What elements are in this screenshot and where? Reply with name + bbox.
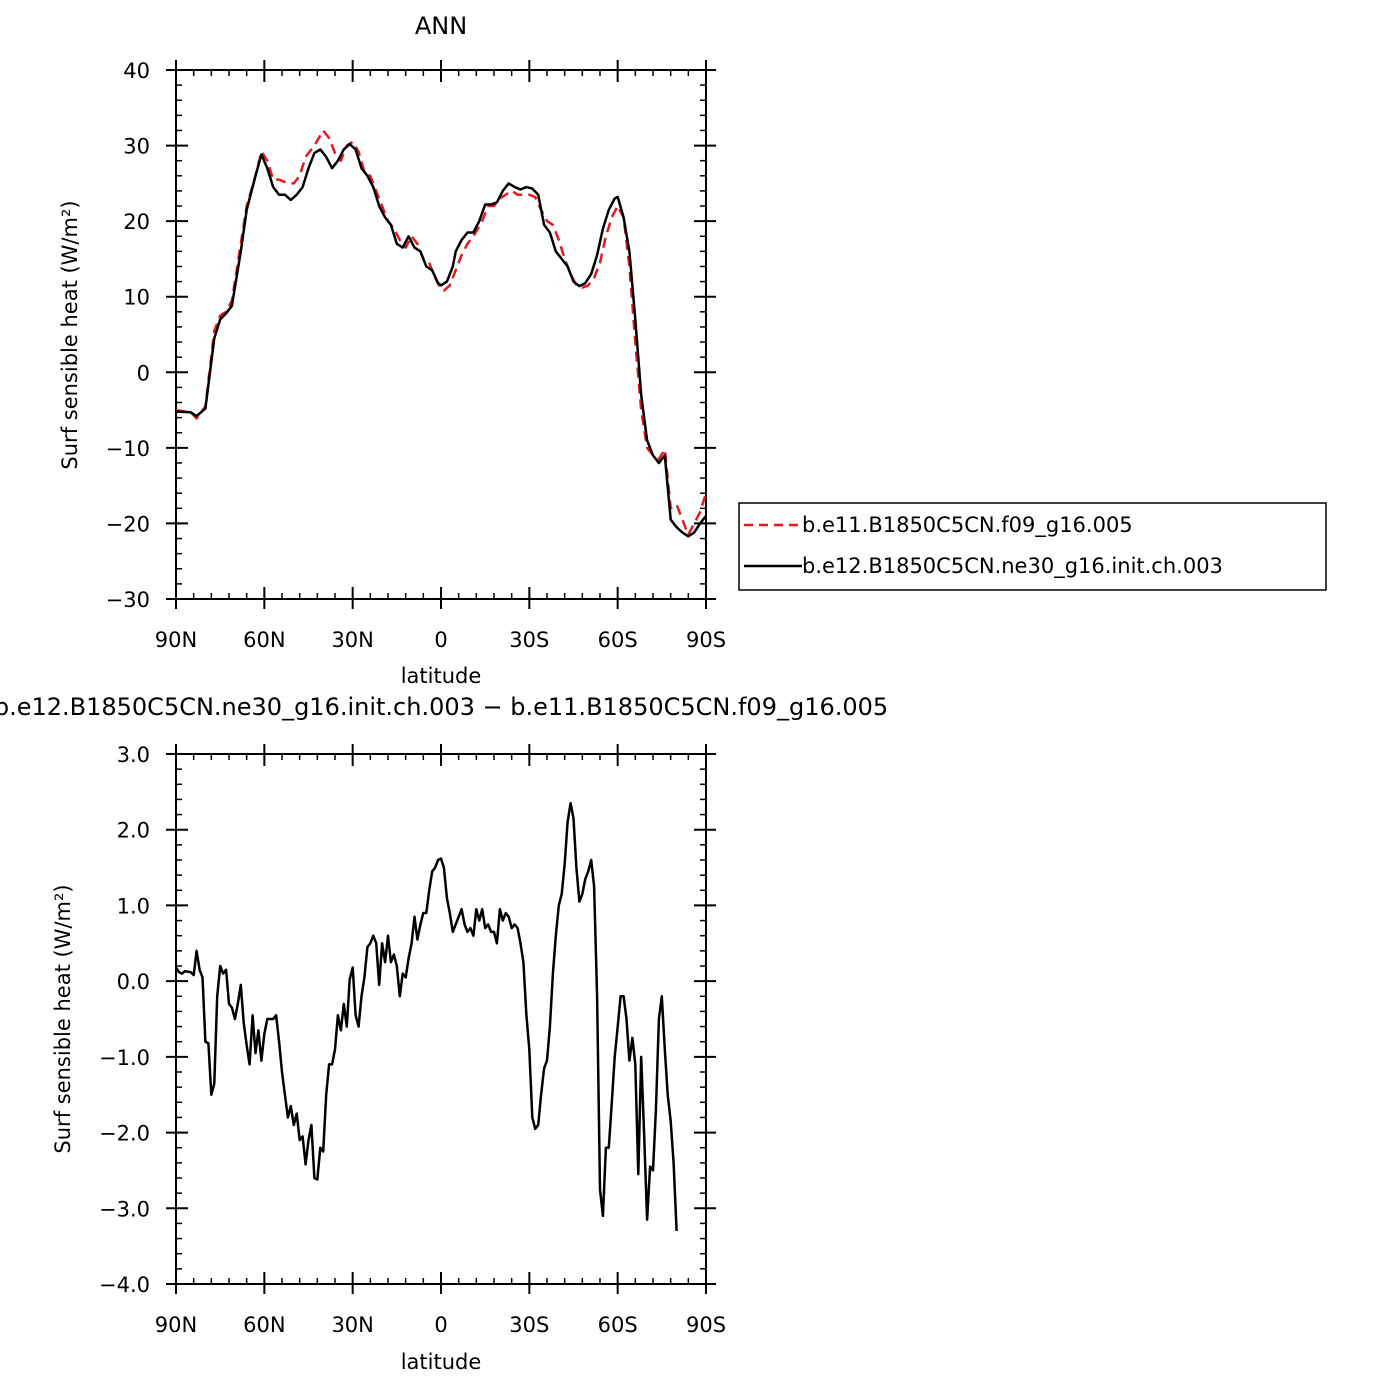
x-tick-label: 0 [434, 628, 447, 652]
y-tick-label: 0.0 [117, 970, 150, 994]
x-tick-label: 90S [686, 628, 726, 652]
y-tick-label: −30 [106, 588, 150, 612]
y-tick-label: 40 [123, 59, 150, 83]
legend: b.e11.B1850C5CN.f09_g16.005 b.e12.B1850C… [738, 502, 1327, 591]
x-tick-label: 90N [155, 628, 197, 652]
y-tick-label: −1.0 [99, 1046, 150, 1070]
y-tick-label: 3.0 [117, 743, 150, 767]
x-tick-label: 60S [598, 628, 638, 652]
y-tick-label: −20 [106, 512, 150, 536]
y-tick-label: 0 [137, 361, 150, 385]
y-tick-label: −3.0 [99, 1197, 150, 1221]
series-line-1 [174, 801, 678, 1232]
series-line-1 [175, 129, 708, 537]
x-tick-label: 0 [434, 1313, 447, 1337]
legend-label-series-1: b.e11.B1850C5CN.f09_g16.005 [802, 513, 1133, 538]
y-axis-label: Surf sensible heat (W/m²) [58, 200, 82, 469]
x-tick-label: 30S [509, 628, 549, 652]
legend-label-series-2: b.e12.B1850C5CN.ne30_g16.init.ch.003 [802, 554, 1223, 579]
x-tick-label: 60S [598, 1313, 638, 1337]
x-axis-label: latitude [401, 664, 482, 688]
difference-chart-title: b.e12.B1850C5CN.ne30_g16.init.ch.003 − b… [0, 693, 888, 721]
y-tick-label: 1.0 [117, 894, 150, 918]
y-tick-label: −10 [106, 437, 150, 461]
y-tick-label: 20 [123, 210, 150, 234]
y-tick-label: −2.0 [99, 1122, 150, 1146]
x-tick-label: 90S [686, 1313, 726, 1337]
x-tick-label: 30S [509, 1313, 549, 1337]
x-tick-label: 30N [331, 628, 373, 652]
bottom-panel: b.e12.B1850C5CN.ne30_g16.init.ch.003 − b… [0, 693, 888, 1374]
y-axis-label: Surf sensible heat (W/m²) [51, 884, 75, 1153]
chart-title: ANN [415, 12, 467, 40]
y-tick-label: 30 [123, 135, 150, 159]
y-tick-label: 10 [123, 286, 150, 310]
series-line-2 [175, 142, 707, 538]
plot-frame [175, 69, 707, 600]
x-tick-label: 90N [155, 1313, 197, 1337]
x-axis-label: latitude [401, 1350, 482, 1374]
x-tick-label: 30N [331, 1313, 373, 1337]
y-tick-label: 2.0 [117, 819, 150, 843]
legend-box [738, 502, 1327, 591]
y-tick-label: −4.0 [99, 1273, 150, 1297]
x-tick-label: 60N [243, 1313, 285, 1337]
x-tick-label: 60N [243, 628, 285, 652]
